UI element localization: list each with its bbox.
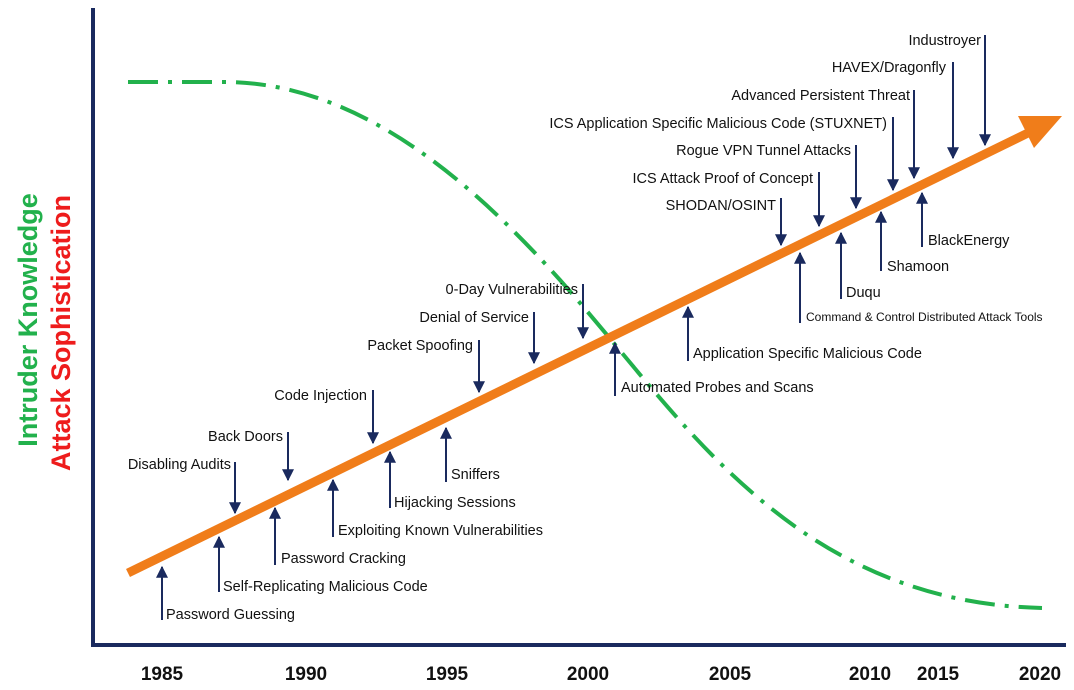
event-label: Application Specific Malicious Code [693, 346, 922, 362]
event-label: Sniffers [451, 467, 500, 483]
x-label: 1995 [426, 664, 469, 685]
event-label: HAVEX/Dragonfly [832, 60, 947, 76]
y-axis-label: Intruder Knowledge [13, 193, 43, 447]
event-label: Code Injection [274, 388, 367, 404]
event-label: Denial of Service [419, 310, 529, 326]
x-label: 2005 [709, 664, 752, 685]
event-label: Hijacking Sessions [394, 495, 516, 511]
x-label: 1990 [285, 664, 327, 685]
event-label: Packet Spoofing [367, 338, 473, 354]
event-label: ICS Attack Proof of Concept [632, 171, 813, 187]
y-axis-label: Attack Sophistication [46, 195, 76, 471]
event-label: Password Guessing [166, 607, 295, 623]
event-label: Automated Probes and Scans [621, 380, 814, 396]
x-label: 2000 [567, 664, 609, 685]
events: Password Guessing Self-Replicating Malici… [128, 33, 1043, 623]
x-labels: 1985 1990 1995 2000 2005 2010 2015 2020 [141, 664, 1061, 685]
event-label: Duqu [846, 285, 881, 301]
event-label: Password Cracking [281, 551, 406, 567]
event-label: Self-Replicating Malicious Code [223, 579, 428, 595]
event-label: Rogue VPN Tunnel Attacks [676, 143, 851, 159]
event-label: Shamoon [887, 259, 949, 275]
x-label: 1985 [141, 664, 184, 685]
event-label: SHODAN/OSINT [666, 198, 777, 214]
x-label: 2020 [1019, 664, 1061, 685]
sophistication-line [126, 127, 1032, 578]
event-label: Advanced Persistent Threat [731, 88, 910, 104]
x-label: 2015 [917, 664, 960, 685]
event-label: Industroyer [908, 33, 981, 49]
event-label: Exploiting Known Vulnerabilities [338, 523, 543, 539]
event-label: ICS Application Specific Malicious Code … [549, 116, 887, 132]
event-label: Back Doors [208, 429, 283, 445]
event-label: BlackEnergy [928, 233, 1010, 249]
event-label: 0-Day Vulnerabilities [446, 282, 578, 298]
event-label: Command & Control Distributed Attack Too… [806, 310, 1043, 324]
x-label: 2010 [849, 664, 891, 685]
event-label: Disabling Audits [128, 457, 231, 473]
sophistication-arrowhead [1018, 116, 1062, 148]
